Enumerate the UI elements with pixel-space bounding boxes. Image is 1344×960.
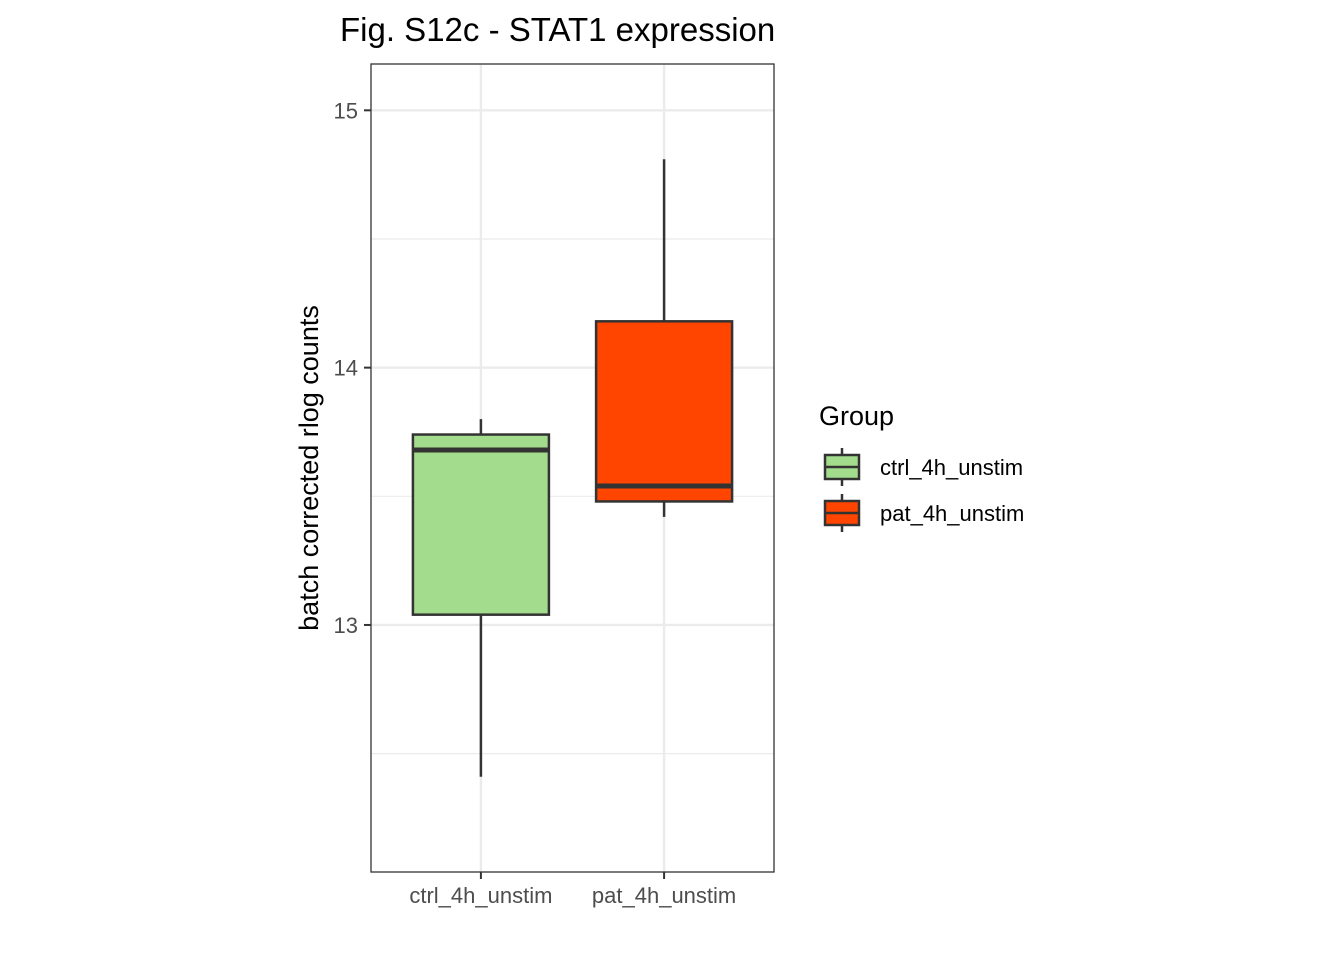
legend-label: pat_4h_unstim [880, 501, 1024, 526]
box-body [594, 320, 734, 503]
y-axis-label: batch corrected rlog counts [294, 305, 324, 631]
chart-title: Fig. S12c - STAT1 expression [340, 11, 775, 48]
box-ctrl_4h_unstim [411, 419, 551, 777]
legend-item-pat_4h_unstim: pat_4h_unstim [823, 494, 1024, 532]
boxes [411, 159, 734, 777]
x-tick-label: pat_4h_unstim [592, 883, 736, 908]
legend-label: ctrl_4h_unstim [880, 455, 1023, 480]
y-tick-label: 14 [334, 356, 358, 381]
y-axis: 13 14 15 [334, 98, 371, 638]
legend: Group ctrl_4h_unstim pat_4h_unstim [819, 401, 1024, 532]
legend-item-ctrl_4h_unstim: ctrl_4h_unstim [823, 448, 1023, 486]
box-pat_4h_unstim [594, 159, 734, 517]
x-axis: ctrl_4h_unstim pat_4h_unstim [409, 872, 736, 908]
y-tick-label: 13 [334, 613, 358, 638]
y-tick-label: 15 [334, 98, 358, 123]
legend-title: Group [819, 401, 894, 431]
x-tick-label: ctrl_4h_unstim [409, 883, 552, 908]
plot-panel-border [370, 63, 775, 873]
box-body [411, 433, 551, 616]
